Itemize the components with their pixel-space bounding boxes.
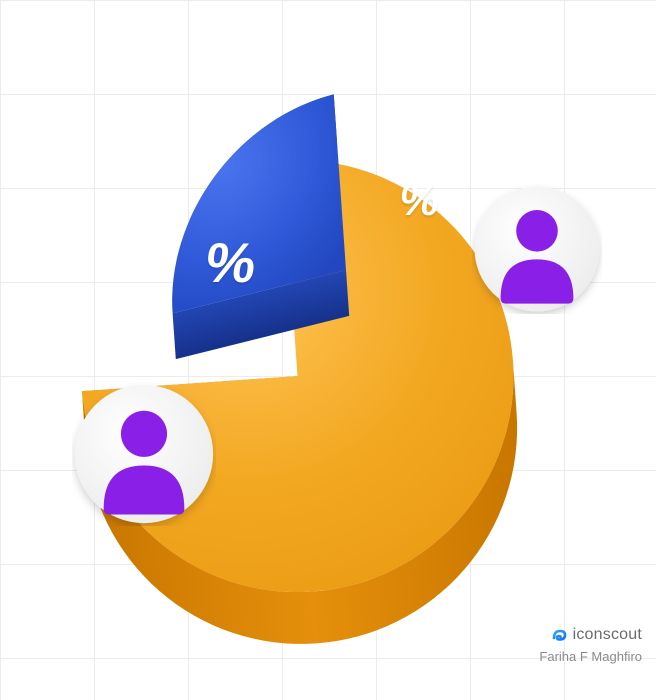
percent-icon: % [201,230,258,295]
watermark-brand: iconscout [551,626,642,644]
user-avatar-badge [472,184,602,314]
watermark-brand-text: iconscout [573,626,642,644]
pie-chart-3d: % % [0,0,656,700]
user-avatar-badge [72,382,216,526]
iconscout-logo-icon [551,627,567,643]
watermark-author: Fariha F Maghfiro [539,649,642,664]
percent-icon: % [396,176,440,226]
